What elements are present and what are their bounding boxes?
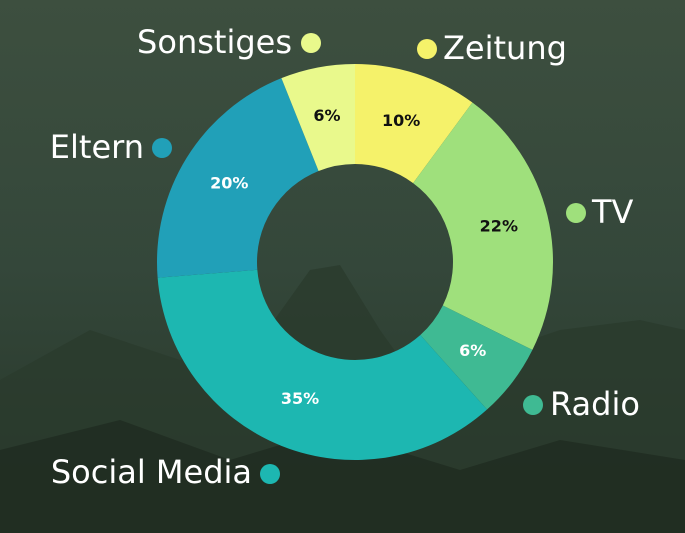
legend-dot — [523, 395, 543, 415]
slice — [355, 64, 473, 184]
value-label: 22% — [480, 217, 518, 236]
legend-dot — [260, 464, 280, 484]
legend-dot — [417, 39, 437, 59]
slice — [413, 102, 554, 350]
legend: Zeitung TV Radio Social Media Eltern Sonstige… — [50, 23, 640, 491]
legend-dot — [566, 203, 586, 223]
legend-label: Radio — [550, 385, 640, 423]
slice — [157, 269, 488, 460]
legend-dot — [152, 138, 172, 158]
legend-dot — [301, 33, 321, 53]
legend-label: Zeitung — [443, 29, 567, 67]
value-label: 6% — [313, 106, 340, 125]
legend-label: Sonstiges — [137, 23, 292, 61]
legend-label: Social Media — [51, 453, 252, 491]
value-label: 6% — [459, 341, 486, 360]
value-label: 10% — [382, 111, 420, 130]
slice — [157, 78, 319, 278]
value-label: 35% — [281, 389, 319, 408]
legend-label: Eltern — [50, 128, 144, 166]
foreground — [0, 420, 685, 533]
slice — [281, 64, 355, 172]
donut: 10% 22% 6% 35% 20% 6% — [157, 64, 554, 460]
legend-label: TV — [591, 193, 634, 231]
value-label: 20% — [210, 173, 248, 192]
slice — [420, 305, 533, 410]
